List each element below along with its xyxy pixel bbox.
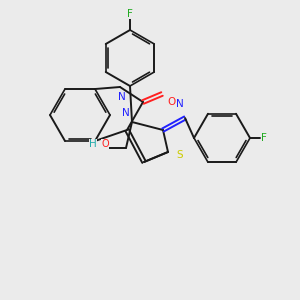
Text: F: F bbox=[261, 133, 267, 143]
Text: F: F bbox=[127, 9, 133, 19]
Text: N: N bbox=[176, 99, 184, 109]
Text: O: O bbox=[101, 139, 109, 149]
Text: O: O bbox=[167, 97, 175, 107]
Text: H: H bbox=[89, 139, 97, 149]
Text: N: N bbox=[118, 92, 126, 102]
Text: N: N bbox=[122, 108, 130, 118]
Text: S: S bbox=[177, 150, 183, 160]
